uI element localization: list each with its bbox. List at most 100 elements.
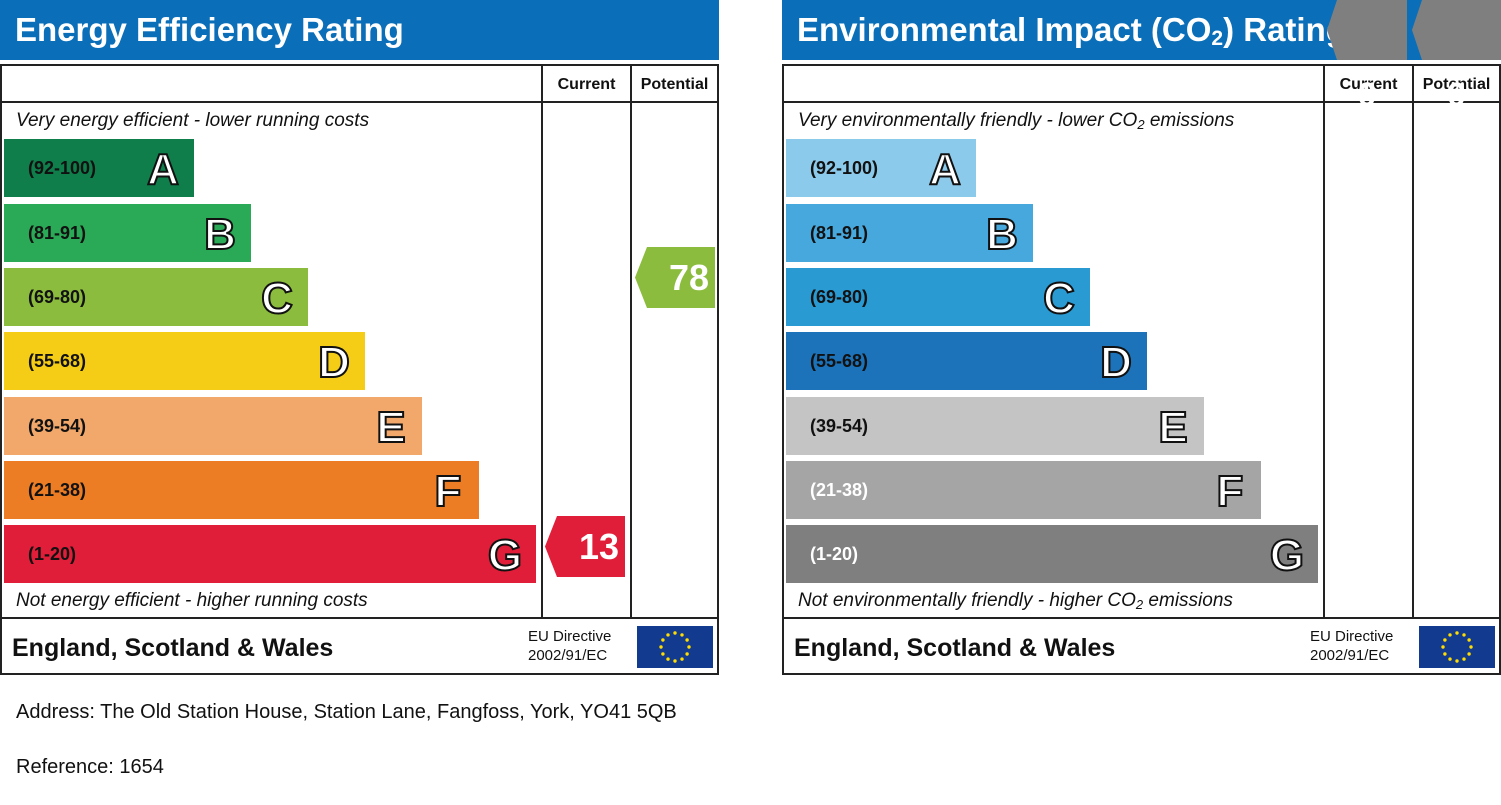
region-label: England, Scotland & Wales — [12, 634, 334, 662]
bar-letter: A — [146, 144, 180, 192]
bar-range-label: (69-80) — [810, 287, 869, 307]
rating-bar-b: (81-91) B — [4, 204, 251, 262]
eu-star — [1469, 645, 1473, 649]
reference-number: Reference: 1654 — [16, 756, 164, 778]
rating-bar-f: (21-38) F — [786, 461, 1261, 519]
bar-range-label: (1-20) — [28, 544, 77, 564]
current-column-header: Current — [557, 76, 616, 93]
property-address: Address: The Old Station House, Station … — [16, 701, 677, 723]
potential-column-header: Potential — [640, 76, 709, 93]
bar-letter-text: E — [1158, 403, 1187, 450]
eu-directive-label: EU Directive — [1310, 628, 1394, 645]
bar-range-label: (55-68) — [28, 351, 87, 371]
eu-star — [666, 633, 670, 637]
current-badge-shape — [1327, 0, 1407, 60]
current-rating-value: 0 — [1357, 76, 1377, 114]
bar-letter-text: F — [1217, 467, 1244, 514]
footer-divider — [2, 617, 717, 619]
eu-flag-icon — [1419, 626, 1495, 668]
eu-star — [1441, 645, 1445, 649]
bar-letter: E — [375, 402, 406, 450]
chart-title: Energy Efficiency Rating — [0, 0, 719, 60]
bar-letter: F — [1216, 466, 1245, 514]
current-rating-badge: 0 — [1327, 0, 1407, 114]
bar-letter-text: E — [376, 403, 405, 450]
eu-star — [1462, 657, 1466, 661]
note-subscript: 2 — [1135, 597, 1144, 612]
eu-star — [1443, 652, 1447, 656]
bar-letter-text: G — [1270, 531, 1304, 578]
current-rating-value: 13 — [578, 526, 619, 567]
eu-stars — [659, 631, 691, 663]
rating-table: Current Potential Very environmentally f… — [782, 64, 1501, 675]
bar-letter: C — [1042, 273, 1076, 321]
potential-column-header: Potential — [1422, 76, 1491, 93]
eu-stars — [1441, 631, 1473, 663]
bar-range-label: (81-91) — [810, 223, 869, 243]
potential-rating-arrow: 78 — [635, 247, 715, 308]
eu-star — [680, 657, 684, 661]
eu-directive-number: 2002/91/EC — [1310, 647, 1390, 664]
rating-bar-d: (55-68) D — [4, 332, 365, 390]
note-main: Very environmentally friendly - lower CO — [798, 110, 1138, 131]
environmental-impact-chart: Environmental Impact (CO2) Rating Curren… — [782, 0, 1501, 675]
rating-bar-d: (55-68) D — [786, 332, 1147, 390]
bar-range-label: (81-91) — [28, 223, 87, 243]
eu-star — [666, 657, 670, 661]
eu-star — [1448, 657, 1452, 661]
eu-star — [685, 638, 689, 642]
bar-letter-text: C — [261, 274, 293, 321]
eu-directive-text: EU Directive 2002/91/EC — [528, 627, 611, 665]
potential-rating-badge: 0 — [1412, 0, 1501, 114]
rating-bar-c: (69-80) C — [4, 268, 308, 326]
rating-bar-a: (92-100) A — [786, 139, 976, 197]
bar-letter-text: A — [147, 145, 179, 192]
eu-star — [1448, 633, 1452, 637]
bottom-note: Not energy efficient - higher running co… — [16, 590, 368, 611]
bar-range-label: (1-20) — [810, 544, 859, 564]
bar-letter: D — [1099, 337, 1133, 385]
bar-letter: B — [985, 209, 1019, 257]
energy-efficiency-chart: Energy Efficiency Rating Current Potenti… — [0, 0, 719, 675]
bar-range-label: (39-54) — [28, 416, 87, 436]
bar-range-label: (92-100) — [28, 158, 97, 178]
bar-letter: B — [203, 209, 237, 257]
top-note: Very environmentally friendly - lower CO… — [798, 110, 1234, 132]
rating-bar-b: (81-91) B — [786, 204, 1033, 262]
eu-star — [1455, 659, 1459, 663]
potential-badge-shape — [1412, 0, 1501, 60]
title-main: Environmental Impact (CO — [797, 11, 1212, 48]
bar-letter-text: B — [986, 210, 1018, 257]
bar-letter: E — [1157, 402, 1188, 450]
bar-range-label: (55-68) — [810, 351, 869, 371]
rating-bar-g: (1-20) G — [786, 525, 1318, 583]
bar-letter-text: G — [488, 531, 522, 578]
column-divider — [541, 66, 543, 619]
column-divider — [1323, 66, 1325, 619]
rating-bar-c: (69-80) C — [786, 268, 1090, 326]
bottom-note: Not environmentally friendly - higher CO… — [798, 590, 1233, 612]
eu-star — [687, 645, 691, 649]
bar-letter-text: A — [929, 145, 961, 192]
rating-bar-f: (21-38) F — [4, 461, 479, 519]
current-column-header: Current — [1339, 76, 1398, 93]
note-main: Not environmentally friendly - higher CO — [798, 590, 1136, 611]
rating-bar-g: (1-20) G — [4, 525, 536, 583]
bar-range-label: (92-100) — [810, 158, 879, 178]
bar-letter-text: C — [1043, 274, 1075, 321]
eu-directive-text: EU Directive 2002/91/EC — [1310, 627, 1393, 665]
eu-star — [685, 652, 689, 656]
potential-rating-value: 0 — [1447, 76, 1466, 114]
eu-star — [1467, 652, 1471, 656]
eu-star — [1462, 633, 1466, 637]
bar-letter-text: B — [204, 210, 236, 257]
footer-divider — [784, 617, 1499, 619]
note-end: emissions — [1143, 590, 1233, 611]
region-label: England, Scotland & Wales — [794, 634, 1116, 662]
bar-range-label: (21-38) — [810, 480, 869, 500]
bar-letter-text: D — [1100, 338, 1132, 385]
eu-star — [673, 659, 677, 663]
bar-letter: F — [434, 466, 463, 514]
title-subscript: 2 — [1211, 27, 1224, 50]
header-divider — [2, 101, 717, 103]
